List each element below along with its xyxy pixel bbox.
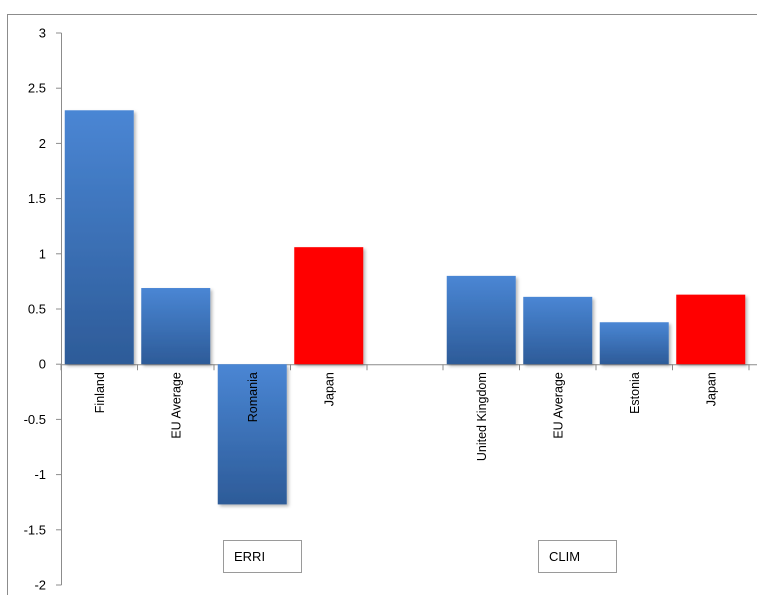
bar-erri-eu-average <box>141 288 211 365</box>
bar-clim-united-kingdom <box>446 275 516 365</box>
bar-clim-estonia <box>599 322 669 365</box>
bar-erri-japan <box>294 247 364 365</box>
group-label-clim: CLIM <box>549 549 580 564</box>
bars <box>64 110 746 505</box>
y-tick-label: 2 <box>39 136 46 151</box>
category-label-erri-romania: Romania <box>246 372 260 422</box>
bar-clim-eu-average <box>523 296 593 365</box>
y-tick-label: 3 <box>39 26 46 41</box>
category-label-erri-finland: Finland <box>93 372 107 413</box>
x-axis <box>60 364 757 371</box>
group-box-erri <box>223 540 302 573</box>
category-label-erri-japan: Japan <box>322 372 336 406</box>
bar-clim-japan <box>676 294 746 365</box>
chart-frame <box>7 14 757 595</box>
y-tick-label: 1.5 <box>28 191 46 206</box>
category-labels: Finland EU Average Romania Japan United King… <box>93 372 719 461</box>
y-tick-label: 1 <box>39 246 46 261</box>
category-label-clim-japan: Japan <box>704 372 718 406</box>
category-label-clim-eu-average: EU Average <box>551 372 565 439</box>
category-label-erri-eu-average: EU Average <box>169 372 183 439</box>
bar-erri-romania <box>217 364 287 505</box>
y-tick-label: -0.5 <box>24 412 46 427</box>
y-tick-label: -1 <box>34 467 46 482</box>
category-label-clim-estonia: Estonia <box>628 372 642 414</box>
group-label-erri: ERRI <box>234 549 265 564</box>
group-box-clim <box>538 540 617 573</box>
group-labels: ERRI CLIM <box>223 540 617 573</box>
category-label-clim-united-kingdom: United Kingdom <box>475 372 489 461</box>
y-tick-label: -2 <box>34 578 46 593</box>
bar-erri-finland <box>64 110 134 365</box>
y-tick-label: -1.5 <box>24 522 46 537</box>
y-tick-label: 0.5 <box>28 302 46 317</box>
y-tick-label: 0 <box>39 357 46 372</box>
y-tick-label: 2.5 <box>28 81 46 96</box>
y-axis: 3 2.5 2 1.5 1 0.5 0 -0.5 -1 -1.5 -2 <box>24 26 62 593</box>
